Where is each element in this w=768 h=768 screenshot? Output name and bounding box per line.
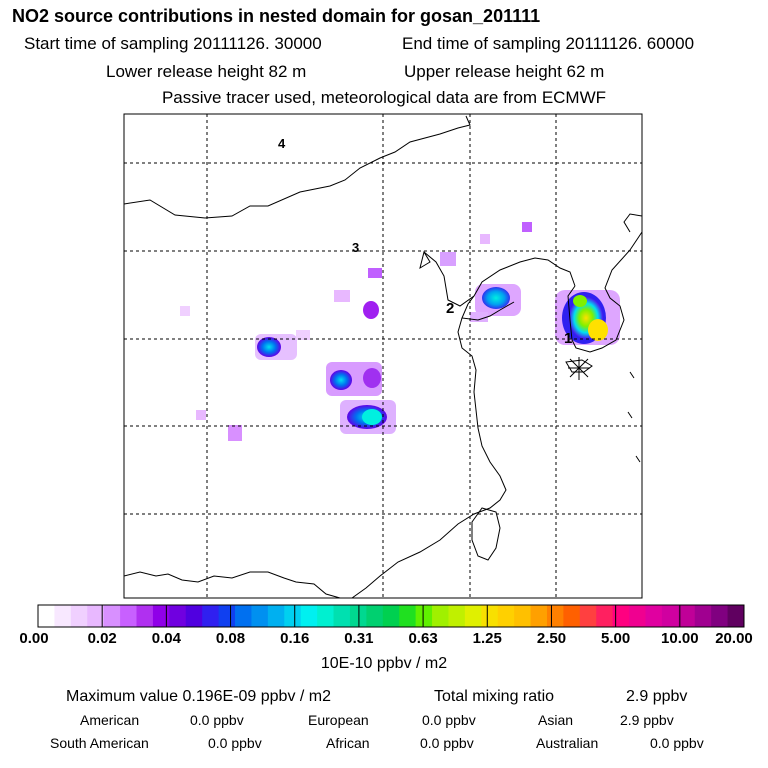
colorbar-tick-label: 0.08 — [215, 630, 246, 647]
colorbar-swatch — [103, 605, 121, 627]
colorbar-swatch — [678, 605, 696, 627]
colorbar-swatch — [514, 605, 532, 627]
colorbar-swatch — [169, 605, 187, 627]
total-mixing-value: 2.9 ppbv — [626, 688, 688, 705]
colorbar-swatch — [645, 605, 663, 627]
colorbar-tick-label: 0.04 — [151, 630, 181, 647]
region-value: 0.0 ppbv — [190, 712, 244, 728]
colorbar-tick-label: 1.25 — [472, 630, 502, 647]
colorbar-swatch — [202, 605, 220, 627]
colorbar — [37, 604, 745, 628]
point-label-2: 2 — [446, 300, 455, 317]
colorbar-swatch — [612, 605, 630, 627]
colorbar-tick-label: 20.00 — [715, 630, 753, 647]
colorbar-swatch — [333, 605, 351, 627]
end-time: End time of sampling 20111126. 60000 — [402, 34, 695, 53]
tracer-note: Passive tracer used, meteorological data… — [161, 88, 607, 107]
colorbar-swatch — [711, 605, 729, 627]
colorbar-swatch — [87, 605, 105, 627]
star-icon — [568, 357, 590, 380]
map-frame — [123, 113, 643, 599]
colorbar-unit: 10E-10 ppbv / m2 — [320, 655, 448, 672]
region-value: 0.0 ppbv — [420, 735, 474, 751]
max-value: Maximum value 0.196E-09 ppbv / m2 — [66, 688, 332, 705]
colorbar-swatch — [497, 605, 515, 627]
colorbar-swatch — [317, 605, 335, 627]
colorbar-tick-label: 0.00 — [19, 630, 49, 647]
lower-release-height: Lower release height 82 m — [106, 62, 307, 81]
colorbar-swatch — [415, 605, 433, 627]
colorbar-swatch — [432, 605, 449, 627]
region-name: American — [80, 712, 140, 728]
colorbar-swatch — [727, 605, 745, 627]
region-value: 0.0 ppbv — [422, 712, 476, 728]
colorbar-swatch — [530, 605, 548, 627]
colorbar-tick-label: 0.63 — [408, 630, 438, 647]
region-value: 2.9 ppbv — [620, 712, 674, 728]
graticule — [124, 114, 642, 598]
colorbar-tick-label: 0.02 — [87, 630, 117, 647]
region-value: 0.0 ppbv — [208, 735, 262, 751]
colorbar-swatch — [448, 605, 466, 627]
point-label-4: 4 — [278, 136, 286, 151]
region-name: South American — [50, 735, 149, 751]
colorbar-swatch — [70, 605, 88, 627]
colorbar-swatch — [464, 605, 482, 627]
region-name: African — [326, 735, 370, 751]
colorbar-swatch — [120, 605, 138, 627]
region-name: Australian — [536, 735, 599, 751]
colorbar-swatch — [284, 605, 302, 627]
colorbar-swatch — [251, 605, 269, 627]
colorbar-tick-label: 2.50 — [536, 630, 567, 647]
start-time: Start time of sampling 20111126. 30000 — [24, 34, 322, 53]
colorbar-swatch — [382, 605, 400, 627]
map-title: NO2 source contributions in nested domai… — [12, 6, 541, 26]
colorbar-tick-label: 0.16 — [280, 630, 310, 647]
concentration-plumes — [180, 222, 620, 441]
colorbar-swatch — [629, 605, 646, 627]
colorbar-swatch — [185, 605, 203, 627]
colorbar-border — [37, 604, 745, 628]
colorbar-swatch — [579, 605, 597, 627]
colorbar-swatch — [300, 605, 318, 627]
colorbar-swatch — [563, 605, 581, 627]
colorbar-swatch — [136, 605, 154, 627]
colorbar-swatch — [481, 605, 499, 627]
region-name: European — [308, 712, 369, 728]
colorbar-swatch — [399, 605, 417, 627]
total-mixing-label: Total mixing ratio — [434, 688, 555, 705]
colorbar-swatch — [152, 605, 170, 627]
colorbar-swatch — [694, 605, 712, 627]
point-label-3: 3 — [352, 240, 360, 255]
colorbar-swatch — [267, 605, 285, 627]
colorbar-swatch — [596, 605, 614, 627]
colorbar-tick-label: 0.31 — [344, 630, 374, 647]
colorbar-swatch — [54, 605, 72, 627]
colorbar-tick-label: 10.00 — [661, 630, 699, 647]
point-label-1: 1 — [564, 330, 573, 347]
region-name: Asian — [538, 712, 574, 728]
region-value: 0.0 ppbv — [650, 735, 704, 751]
upper-release-height: Upper release height 62 m — [404, 62, 605, 81]
colorbar-swatch — [546, 605, 564, 627]
coastlines — [124, 115, 642, 598]
colorbar-tick-label: 5.00 — [601, 630, 631, 647]
colorbar-swatch — [38, 605, 55, 627]
colorbar-swatch — [235, 605, 252, 627]
colorbar-swatch — [366, 605, 384, 627]
colorbar-swatch — [218, 605, 236, 627]
colorbar-swatch — [661, 605, 679, 627]
